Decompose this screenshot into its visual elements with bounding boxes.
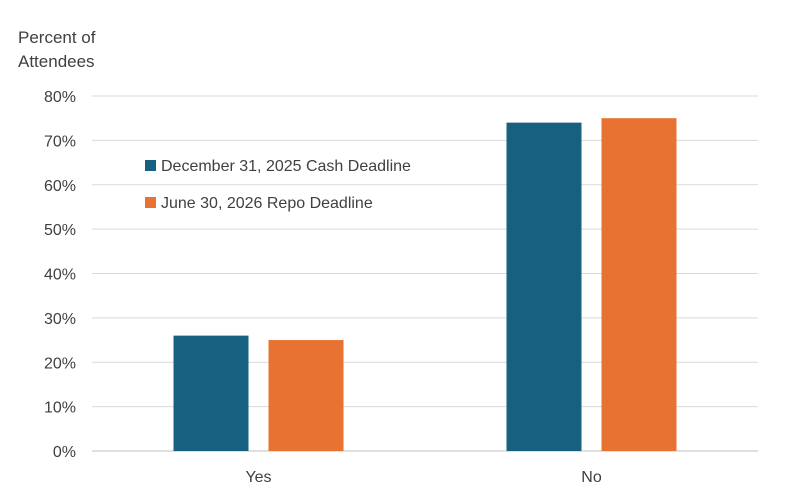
y-tick-label: 40% (44, 267, 76, 284)
legend-label: December 31, 2025 Cash Deadline (161, 158, 411, 175)
y-tick-label: 70% (44, 133, 76, 150)
y-axis-title-line-1: Percent of (18, 28, 96, 47)
y-tick-label: 30% (44, 311, 76, 328)
bar-no-series-1 (506, 122, 582, 451)
y-tick-label: 60% (44, 178, 76, 195)
y-tick-label: 80% (44, 89, 76, 106)
bar-yes-series-2 (268, 340, 344, 451)
y-tick-label: 10% (44, 400, 76, 417)
y-tick-label: 20% (44, 355, 76, 372)
legend-swatch (145, 160, 156, 171)
bar-no-series-2 (601, 118, 677, 451)
y-axis-title-line-2: Attendees (18, 52, 95, 71)
bar-yes-series-1 (173, 335, 249, 451)
x-tick-label: Yes (245, 469, 271, 486)
x-tick-label: No (581, 469, 602, 486)
legend-label: June 30, 2026 Repo Deadline (161, 195, 373, 212)
legend-swatch (145, 197, 156, 208)
y-tick-label: 0% (53, 444, 76, 461)
y-tick-label: 50% (44, 222, 76, 239)
